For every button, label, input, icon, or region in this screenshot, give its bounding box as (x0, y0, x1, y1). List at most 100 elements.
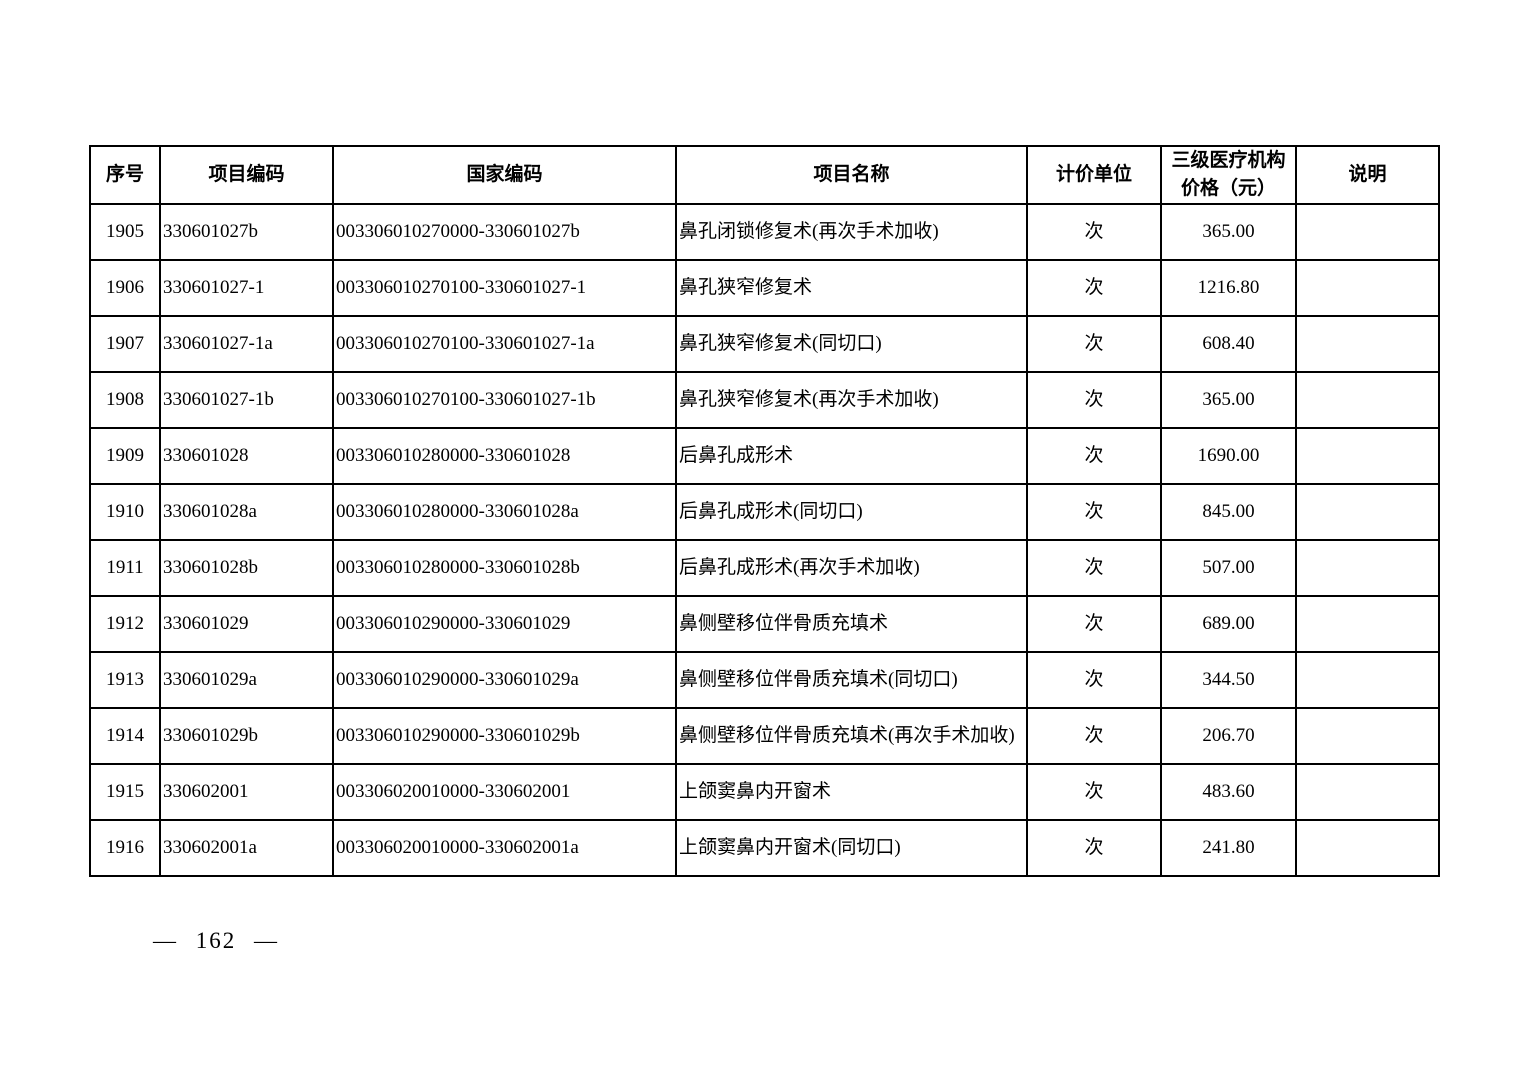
cell-no: 1914 (89, 707, 161, 765)
cell-name: 鼻侧壁移位伴骨质充填术 (675, 595, 1028, 653)
header-row: 序号 项目编码 国家编码 项目名称 计价单位 三级医疗机构价格（元） 说明 (89, 145, 1440, 205)
cell-national_code: 003306010280000-330601028b (332, 539, 677, 597)
col-header-tier3-price: 三级医疗机构价格（元） (1160, 145, 1297, 205)
table-row: 1908 330601027-1b 003306010270100-33060102… (89, 371, 1440, 429)
cell-note (1295, 315, 1440, 373)
col-header-national-code: 国家编码 (332, 145, 677, 205)
cell-price: 483.60 (1160, 763, 1297, 821)
cell-unit: 次 (1026, 203, 1162, 261)
cell-name: 鼻孔狭窄修复术(再次手术加收) (675, 371, 1028, 429)
cell-price: 344.50 (1160, 651, 1297, 709)
cell-unit: 次 (1026, 651, 1162, 709)
cell-national_code: 003306010290000-330601029a (332, 651, 677, 709)
cell-note (1295, 651, 1440, 709)
col-header-project-name: 项目名称 (675, 145, 1028, 205)
cell-note (1295, 203, 1440, 261)
cell-national_code: 003306010280000-330601028 (332, 427, 677, 485)
table-row: 1913 330601029a 003306010290000-330601029a… (89, 651, 1440, 709)
cell-price: 845.00 (1160, 483, 1297, 541)
cell-name: 后鼻孔成形术(再次手术加收) (675, 539, 1028, 597)
cell-no: 1910 (89, 483, 161, 541)
cell-name: 鼻侧壁移位伴骨质充填术(再次手术加收) (675, 707, 1028, 765)
cell-note (1295, 427, 1440, 485)
cell-unit: 次 (1026, 707, 1162, 765)
table-row: 1912 330601029 003306010290000-330601029 鼻侧… (89, 595, 1440, 653)
cell-price: 507.00 (1160, 539, 1297, 597)
table-row: 1909 330601028 003306010280000-330601028 后鼻… (89, 427, 1440, 485)
col-header-project-code: 项目编码 (159, 145, 334, 205)
cell-national_code: 003306010290000-330601029 (332, 595, 677, 653)
cell-unit: 次 (1026, 371, 1162, 429)
cell-project_code: 330602001a (159, 819, 334, 877)
cell-unit: 次 (1026, 315, 1162, 373)
cell-price: 365.00 (1160, 371, 1297, 429)
cell-unit: 次 (1026, 595, 1162, 653)
cell-price: 365.00 (1160, 203, 1297, 261)
cell-project_code: 330602001 (159, 763, 334, 821)
cell-note (1295, 259, 1440, 317)
cell-name: 鼻孔闭锁修复术(再次手术加收) (675, 203, 1028, 261)
cell-note (1295, 707, 1440, 765)
cell-project_code: 330601029 (159, 595, 334, 653)
cell-national_code: 003306010270100-330601027-1b (332, 371, 677, 429)
cell-project_code: 330601028 (159, 427, 334, 485)
price-table: 序号 项目编码 国家编码 项目名称 计价单位 三级医疗机构价格（元） 说明 19… (89, 145, 1440, 877)
cell-national_code: 003306010270100-330601027-1a (332, 315, 677, 373)
cell-price: 1690.00 (1160, 427, 1297, 485)
cell-project_code: 330601027b (159, 203, 334, 261)
cell-name: 鼻侧壁移位伴骨质充填术(同切口) (675, 651, 1028, 709)
cell-unit: 次 (1026, 259, 1162, 317)
cell-no: 1905 (89, 203, 161, 261)
cell-project_code: 330601028a (159, 483, 334, 541)
cell-no: 1909 (89, 427, 161, 485)
col-header-note: 说明 (1295, 145, 1440, 205)
cell-no: 1907 (89, 315, 161, 373)
cell-price: 241.80 (1160, 819, 1297, 877)
cell-name: 鼻孔狭窄修复术(同切口) (675, 315, 1028, 373)
table-row: 1910 330601028a 003306010280000-330601028a… (89, 483, 1440, 541)
table-row: 1905 330601027b 003306010270000-330601027b… (89, 203, 1440, 261)
cell-national_code: 003306010290000-330601029b (332, 707, 677, 765)
cell-name: 后鼻孔成形术 (675, 427, 1028, 485)
cell-note (1295, 595, 1440, 653)
cell-price: 689.00 (1160, 595, 1297, 653)
cell-price: 608.40 (1160, 315, 1297, 373)
table-row: 1911 330601028b 003306010280000-330601028b… (89, 539, 1440, 597)
table-header: 序号 项目编码 国家编码 项目名称 计价单位 三级医疗机构价格（元） 说明 (89, 145, 1440, 205)
cell-name: 后鼻孔成形术(同切口) (675, 483, 1028, 541)
cell-project_code: 330601027-1 (159, 259, 334, 317)
cell-no: 1911 (89, 539, 161, 597)
col-header-pricing-unit: 计价单位 (1026, 145, 1162, 205)
cell-note (1295, 539, 1440, 597)
cell-unit: 次 (1026, 483, 1162, 541)
cell-national_code: 003306020010000-330602001 (332, 763, 677, 821)
table-row: 1906 330601027-1 003306010270100-330601027… (89, 259, 1440, 317)
table-row: 1914 330601029b 003306010290000-330601029b… (89, 707, 1440, 765)
cell-name: 上颌窦鼻内开窗术(同切口) (675, 819, 1028, 877)
cell-national_code: 003306010270000-330601027b (332, 203, 677, 261)
cell-unit: 次 (1026, 427, 1162, 485)
cell-note (1295, 371, 1440, 429)
cell-no: 1916 (89, 819, 161, 877)
cell-project_code: 330601027-1a (159, 315, 334, 373)
table-body: 1905 330601027b 003306010270000-330601027b… (89, 203, 1440, 877)
page-number: — 162 — (153, 928, 279, 953)
cell-no: 1913 (89, 651, 161, 709)
col-header-serial-number: 序号 (89, 145, 161, 205)
cell-price: 206.70 (1160, 707, 1297, 765)
cell-project_code: 330601029a (159, 651, 334, 709)
table-row: 1915 330602001 003306020010000-330602001 上颌… (89, 763, 1440, 821)
cell-project_code: 330601028b (159, 539, 334, 597)
cell-note (1295, 763, 1440, 821)
table-row: 1907 330601027-1a 003306010270100-33060102… (89, 315, 1440, 373)
cell-no: 1915 (89, 763, 161, 821)
cell-no: 1906 (89, 259, 161, 317)
cell-no: 1908 (89, 371, 161, 429)
cell-project_code: 330601029b (159, 707, 334, 765)
cell-project_code: 330601027-1b (159, 371, 334, 429)
cell-name: 鼻孔狭窄修复术 (675, 259, 1028, 317)
cell-no: 1912 (89, 595, 161, 653)
table-row: 1916 330602001a 003306020010000-330602001a… (89, 819, 1440, 877)
cell-unit: 次 (1026, 539, 1162, 597)
cell-national_code: 003306020010000-330602001a (332, 819, 677, 877)
